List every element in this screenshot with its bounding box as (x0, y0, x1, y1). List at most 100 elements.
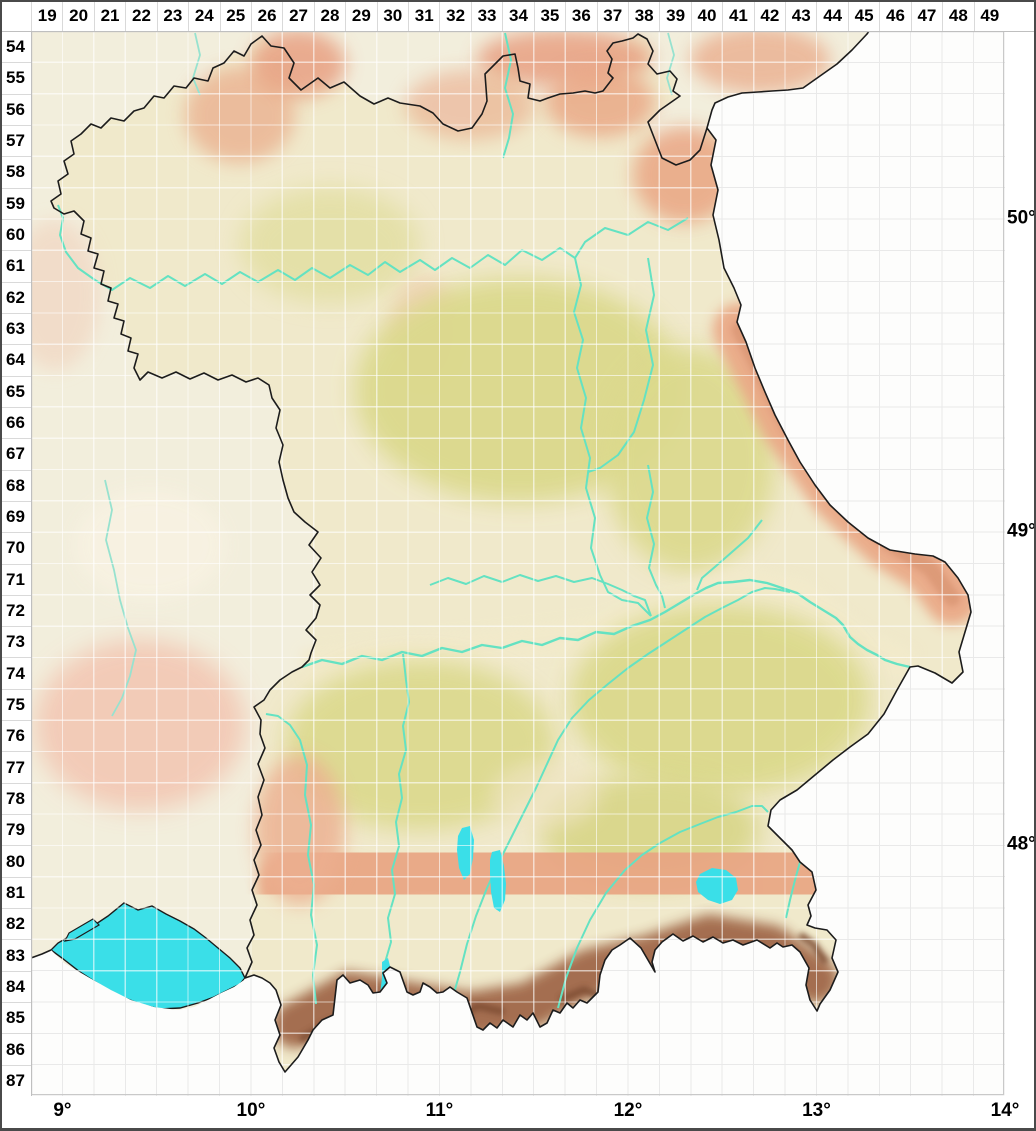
grid-row-label-75: 75 (0, 688, 31, 720)
danube-river (301, 578, 911, 669)
bavaria-map-canvas (31, 31, 1005, 1096)
grid-column-label-33: 33 (470, 0, 502, 31)
alpine-foreland (257, 819, 863, 928)
grid-row-label-87: 87 (0, 1064, 31, 1096)
grid-row-label-84: 84 (0, 970, 31, 1002)
longitude-label-14: 14° (990, 1100, 1020, 1121)
grid-column-label-34: 34 (502, 0, 533, 31)
grid-column-label-29: 29 (345, 0, 376, 31)
grid-column-label-47: 47 (910, 0, 942, 31)
hohenlohe-plain (75, 490, 225, 600)
rhine-border-stub (31, 949, 52, 959)
grid-row-label-58: 58 (0, 156, 31, 187)
grid-row-label-65: 65 (0, 375, 31, 407)
main-franken-plateau (240, 187, 420, 303)
grid-column-label-19: 19 (31, 0, 62, 31)
grid-column-label-22: 22 (125, 0, 156, 31)
munich-gravel-plain (490, 760, 600, 830)
latitude-label-49: 49° (1007, 520, 1036, 542)
grid-row-label-74: 74 (0, 657, 31, 688)
regnitz-river (573, 257, 652, 617)
grid-column-label-25: 25 (219, 0, 251, 31)
grid-column-label-20: 20 (62, 0, 93, 31)
grid-column-label-43: 43 (785, 0, 816, 31)
latitude-margin (1005, 0, 1036, 1096)
frankenwald-hills (545, 67, 655, 137)
rivers (57, 32, 911, 1038)
grid-row-label-54: 54 (0, 31, 31, 62)
odenwald-hills (31, 220, 100, 370)
grid-row-label-64: 64 (0, 344, 31, 375)
grid-row-label-67: 67 (0, 438, 31, 469)
longitude-label-13: 13° (802, 1100, 831, 1121)
grid-column-label-37: 37 (596, 0, 628, 31)
grid-row-label-83: 83 (0, 939, 31, 970)
longitude-label-10: 10° (236, 1100, 266, 1121)
neckar-river (104, 479, 137, 717)
grid-column-label-41: 41 (722, 0, 753, 31)
allgaeu-foothills (255, 755, 345, 905)
grid-row-label-63: 63 (0, 312, 31, 344)
franconia-uplands (355, 278, 685, 502)
grid-row-label-69: 69 (0, 500, 31, 532)
grid-column-label-28: 28 (313, 0, 345, 31)
grid-row-label-73: 73 (0, 626, 31, 657)
ammersee-lake (457, 826, 474, 880)
longitude-label-9: 9° (53, 1100, 72, 1121)
terrain-map (31, 31, 1005, 1096)
grid-row-label-57: 57 (0, 124, 31, 156)
grid-column-label-23: 23 (156, 0, 188, 31)
borders (31, 31, 972, 1073)
rivers-outside (104, 32, 675, 717)
grid-row-label-80: 80 (0, 845, 31, 876)
grid-row-label-61: 61 (0, 250, 31, 281)
grid-row-label-66: 66 (0, 406, 31, 438)
grid-column-label-27: 27 (282, 0, 313, 31)
column-header-strip: 19 20 21 22 23 24 25 26 27 28 29 30 31 32 33 34 35 36 37 38… (0, 0, 1036, 32)
iller-river (265, 713, 318, 1005)
grid-row-label-55: 55 (0, 62, 31, 93)
grid-column-label-30: 30 (376, 0, 408, 31)
main-river (57, 204, 689, 291)
grid-column-label-26: 26 (250, 0, 282, 31)
grid-row-label-60: 60 (0, 218, 31, 250)
latitude-label-48: 48° (1007, 833, 1036, 855)
latitude-label-50: 50° (1007, 207, 1036, 229)
grid-row-label-77: 77 (0, 751, 31, 782)
grid-column-label-35: 35 (533, 0, 565, 31)
longitude-margin (0, 1096, 1036, 1131)
grid-column-label-40: 40 (690, 0, 722, 31)
row-header-strip: 54 55 56 57 58 59 60 61 62 63 64 65 66 67 68 69 70 71 72 73… (0, 0, 32, 1096)
swabia-uplands (285, 660, 555, 830)
grid-row-label-78: 78 (0, 782, 31, 814)
grid-row-label-79: 79 (0, 814, 31, 845)
longitude-label-11: 11° (425, 1100, 454, 1121)
naab-river (646, 464, 666, 609)
longitude-label-12: 12° (613, 1100, 643, 1121)
grid-row-label-71: 71 (0, 563, 31, 595)
saxony-czech-border (706, 31, 870, 129)
grid-row-label-62: 62 (0, 281, 31, 313)
grid-column-label-45: 45 (847, 0, 879, 31)
grid-column-label-46: 46 (879, 0, 910, 31)
lower-bavaria-hills (570, 605, 870, 795)
coburg-hills (405, 70, 535, 140)
grid-row-label-68: 68 (0, 469, 31, 501)
ueberlinger-see-arm (63, 918, 100, 942)
grid-row-label-56: 56 (0, 93, 31, 125)
grid-row-label-72: 72 (0, 594, 31, 626)
grid-column-label-31: 31 (408, 0, 439, 31)
grid-column-label-39: 39 (659, 0, 690, 31)
grid-column-label-24: 24 (188, 0, 219, 31)
grid-column-label-38: 38 (627, 0, 659, 31)
vogtland-hills (690, 31, 830, 93)
grid-row-label-82: 82 (0, 908, 31, 939)
grid-column-label-36: 36 (565, 0, 596, 31)
grid-row-label-86: 86 (0, 1033, 31, 1064)
grid-column-label-21: 21 (93, 0, 125, 31)
saale-river (666, 32, 675, 96)
werra-river (192, 32, 201, 96)
grid-column-label-44: 44 (816, 0, 847, 31)
grid-column-label-49: 49 (973, 0, 1005, 31)
